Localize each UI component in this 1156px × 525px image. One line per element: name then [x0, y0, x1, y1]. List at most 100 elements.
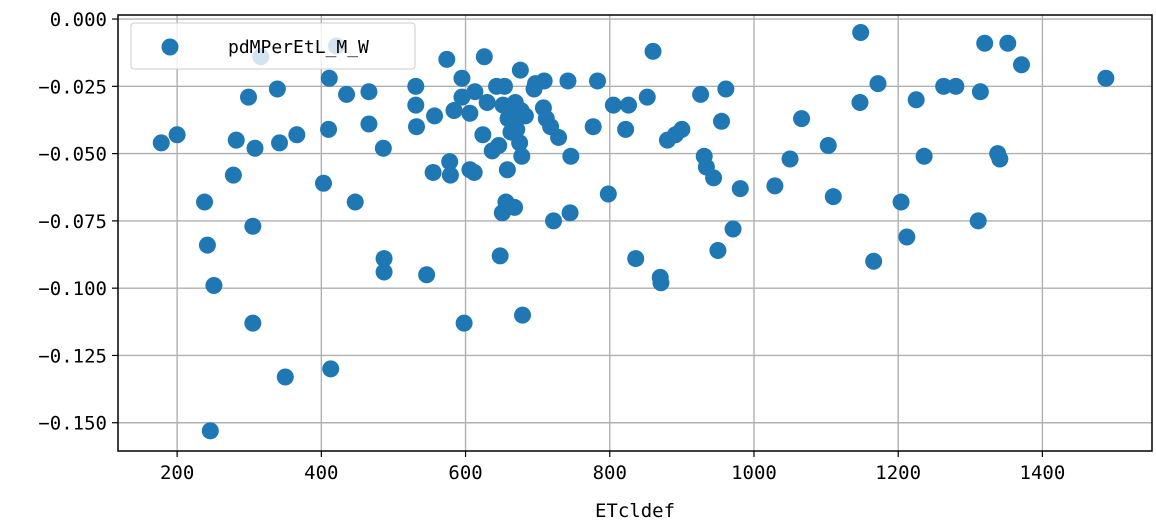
data-point: [898, 228, 916, 246]
data-point: [227, 131, 245, 149]
data-point: [375, 250, 393, 268]
data-point: [971, 83, 989, 101]
data-point: [793, 110, 811, 128]
data-point: [508, 120, 526, 138]
x-axis-label: ETcldef: [595, 500, 675, 522]
data-point: [407, 77, 425, 95]
data-point: [438, 50, 456, 68]
data-point: [375, 263, 393, 281]
data-point: [999, 34, 1017, 52]
grid-lines: [118, 15, 1152, 451]
x-tick-label: 800: [593, 462, 627, 484]
data-point: [559, 72, 577, 90]
data-points: [152, 23, 1115, 440]
data-point: [506, 198, 524, 216]
data-point: [498, 161, 516, 179]
data-point: [561, 204, 579, 222]
data-point: [516, 107, 534, 125]
data-point: [408, 118, 426, 136]
data-point: [550, 128, 568, 146]
data-point: [513, 147, 531, 165]
data-point: [1097, 69, 1115, 87]
data-point: [976, 34, 994, 52]
x-tick-label: 400: [304, 462, 338, 484]
data-point: [455, 314, 473, 332]
data-point: [268, 80, 286, 98]
data-point: [947, 77, 965, 95]
data-point: [240, 88, 258, 106]
data-point: [224, 166, 242, 184]
y-tick-label: −0.100: [38, 278, 107, 300]
data-point: [852, 23, 870, 41]
data-point: [514, 306, 532, 324]
data-point: [418, 266, 436, 284]
data-point: [453, 88, 471, 106]
data-point: [374, 139, 392, 157]
data-point: [511, 134, 529, 152]
data-point: [545, 212, 563, 230]
data-point: [869, 75, 887, 93]
data-point: [424, 163, 442, 181]
data-point: [244, 217, 262, 235]
data-point: [819, 137, 837, 155]
x-axis-ticks: 200 400 600 800 1000 1200 1400: [160, 451, 1065, 484]
data-point: [246, 139, 264, 157]
data-point: [589, 72, 607, 90]
data-point: [465, 163, 483, 181]
data-point: [709, 241, 727, 259]
data-point: [320, 69, 338, 87]
y-tick-label: −0.150: [38, 413, 107, 435]
legend-box: [130, 22, 416, 70]
x-tick-label: 200: [160, 462, 194, 484]
data-point: [935, 77, 953, 95]
data-point: [766, 177, 784, 195]
data-point: [288, 126, 306, 144]
legend-marker: [161, 38, 179, 56]
x-tick-label: 1400: [1020, 462, 1066, 484]
data-point: [617, 120, 635, 138]
data-point: [865, 252, 883, 270]
data-point: [152, 134, 170, 152]
data-point: [991, 150, 1009, 168]
data-point: [511, 61, 529, 79]
data-point: [717, 80, 735, 98]
data-point: [198, 236, 216, 254]
data-point: [713, 112, 731, 130]
data-point: [168, 126, 186, 144]
data-point: [338, 85, 356, 103]
data-point: [969, 212, 987, 230]
data-point: [692, 85, 710, 103]
data-point: [495, 77, 513, 95]
data-point: [892, 193, 910, 211]
data-point: [824, 188, 842, 206]
data-point: [599, 185, 617, 203]
data-point: [474, 126, 492, 144]
data-point: [781, 150, 799, 168]
data-point: [724, 220, 742, 238]
x-tick-label: 600: [448, 462, 482, 484]
data-point: [205, 276, 223, 294]
data-point: [584, 118, 602, 136]
legend-label: pdMPerEtL_M_W: [228, 37, 369, 58]
data-point: [360, 83, 378, 101]
data-point: [535, 72, 553, 90]
data-point: [490, 137, 508, 155]
data-point: [461, 104, 479, 122]
data-point: [478, 93, 496, 111]
data-point: [673, 120, 691, 138]
data-point: [638, 88, 656, 106]
data-point: [915, 147, 933, 165]
data-point: [271, 134, 289, 152]
data-point: [604, 96, 622, 114]
data-point: [453, 69, 471, 87]
data-point: [276, 368, 294, 386]
data-point: [201, 422, 219, 440]
y-tick-label: −0.125: [38, 345, 107, 367]
data-point: [851, 93, 869, 111]
data-point: [346, 193, 364, 211]
data-point: [322, 360, 340, 378]
data-point: [244, 314, 262, 332]
data-point: [562, 147, 580, 165]
data-point: [441, 153, 459, 171]
